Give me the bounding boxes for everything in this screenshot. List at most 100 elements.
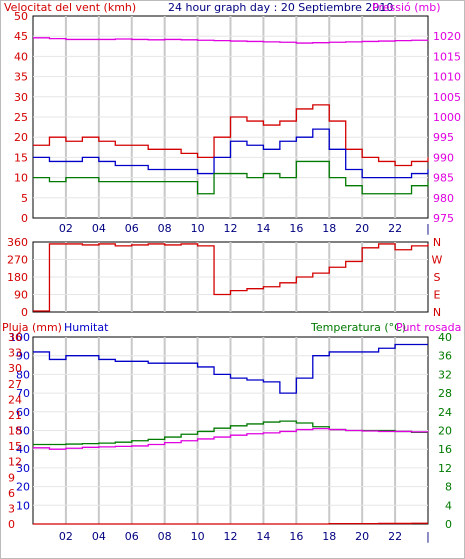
rain-y-tick-8: 24	[8, 393, 22, 406]
temperature-y-tick-20: 40	[438, 331, 452, 344]
temperature-y-tick-16: 32	[438, 368, 452, 381]
dewpoint-title: Punt rosada	[396, 321, 461, 334]
thr-x-tick-9: 20	[355, 530, 369, 543]
temperature-y-tick-18: 36	[438, 350, 452, 363]
wind-y-tick-2: 10	[14, 172, 28, 185]
temperature-y-tick-0: 0	[445, 518, 452, 531]
thr-x-tick-6: 14	[256, 530, 270, 543]
wind-x-tick-0: 02	[59, 222, 73, 235]
thr-x-tick-7: 16	[289, 530, 303, 543]
pressure-y-tick-8: 1015	[433, 50, 461, 63]
wind-series-2	[33, 160, 429, 195]
humidity-y-tick-1: 10	[16, 499, 30, 512]
direction-series	[33, 243, 429, 312]
pressure-y-tick-5: 1000	[433, 111, 461, 124]
direction-y2-tick-1: E	[434, 289, 441, 302]
humidity-title: Humitat	[64, 321, 109, 334]
direction-y-tick-1: 90	[14, 289, 28, 302]
pressure-y-tick-3: 990	[433, 151, 454, 164]
thr-series-0	[33, 343, 428, 394]
wind-y-tick-5: 25	[14, 111, 28, 124]
humidity-y-tick-4: 40	[16, 443, 30, 456]
temperature-y-tick-12: 24	[438, 406, 452, 419]
temperature-y-tick-14: 28	[438, 387, 452, 400]
wind-x-tick-8: 18	[322, 222, 336, 235]
temperature-y-tick-4: 8	[445, 481, 452, 494]
rain-y-tick-9: 27	[8, 378, 22, 391]
rain-y-tick-6: 18	[8, 425, 22, 438]
thr-x-tick-5: 12	[224, 530, 238, 543]
temperature-title: Temperatura (°C)	[310, 321, 406, 334]
wind-x-tick-10: 22	[388, 222, 402, 235]
wind-series-1	[33, 128, 429, 179]
humidity-y-tick-8: 80	[16, 368, 30, 381]
wind-x-tick-2: 06	[125, 222, 139, 235]
wind-x-tick-6: 14	[256, 222, 270, 235]
wind-series-3	[33, 37, 429, 44]
wind-y-tick-7: 35	[14, 71, 28, 84]
direction-y-tick-3: 270	[7, 254, 28, 267]
rain-y-tick-11: 33	[8, 347, 22, 360]
pressure-title: Pressió (mb)	[372, 1, 441, 14]
direction-y2-tick-4: N	[433, 236, 441, 249]
wind-y-tick-10: 50	[14, 10, 28, 23]
wind-x-tick-5: 12	[224, 222, 238, 235]
thr-x-tick-3: 08	[158, 530, 172, 543]
wind-y-tick-4: 20	[14, 131, 28, 144]
humidity-y-tick-2: 20	[16, 481, 30, 494]
pressure-y-tick-0: 975	[433, 212, 454, 225]
wind-x-tick-4: 10	[191, 222, 205, 235]
wind-y-tick-8: 40	[14, 50, 28, 63]
wind-x-tick-1: 04	[92, 222, 106, 235]
rain-y-tick-7: 21	[8, 409, 22, 422]
wind-x-tick-end: |	[426, 222, 430, 235]
date-title: 24 hour graph day : 20 Septiembre 2010	[168, 1, 393, 14]
tick-labels: 0510152025303540455097598098599099510001…	[7, 10, 461, 543]
wind-series-0	[33, 104, 429, 167]
direction-y-tick-2: 180	[7, 271, 28, 284]
thr-x-tick-10: 22	[388, 530, 402, 543]
wind-y-tick-9: 45	[14, 30, 28, 43]
thr-series-2	[33, 427, 429, 450]
humidity-y-tick-5: 50	[16, 425, 30, 438]
thr-x-tick-1: 04	[92, 530, 106, 543]
rain-title: Pluja (mm)	[2, 321, 62, 334]
humidity-y-tick-6: 60	[16, 406, 30, 419]
pressure-y-tick-2: 985	[433, 172, 454, 185]
wind-y-tick-1: 5	[21, 192, 28, 205]
wind-y-tick-0: 0	[21, 212, 28, 225]
temperature-y-tick-6: 12	[438, 462, 452, 475]
temperature-y-tick-8: 16	[438, 443, 452, 456]
direction-y2-tick-0: N	[433, 306, 441, 319]
direction-y2-tick-3: W	[432, 254, 443, 267]
wind-x-tick-9: 20	[355, 222, 369, 235]
humidity-y-tick-9: 90	[16, 350, 30, 363]
pressure-y-tick-7: 1010	[433, 71, 461, 84]
temperature-y-tick-10: 20	[438, 425, 452, 438]
wind-x-tick-7: 16	[289, 222, 303, 235]
rain-y-tick-1: 3	[8, 502, 15, 515]
temperature-y-tick-2: 4	[445, 499, 452, 512]
rain-y-tick-4: 12	[8, 456, 22, 469]
pressure-y-tick-6: 1005	[433, 91, 461, 104]
pressure-y-tick-9: 1020	[433, 30, 461, 43]
humidity-y-tick-7: 70	[16, 387, 30, 400]
data-lines	[33, 37, 429, 525]
direction-y-tick-0: 0	[21, 306, 28, 319]
thr-x-tick-end: |	[426, 530, 430, 543]
pressure-y-tick-1: 980	[433, 192, 454, 205]
humidity-y-tick-3: 30	[16, 462, 30, 475]
pressure-y-tick-4: 995	[433, 131, 454, 144]
wind-y-tick-3: 15	[14, 151, 28, 164]
rain-y-tick-2: 6	[8, 487, 15, 500]
thr-series-3	[33, 522, 428, 525]
rain-y-tick-0: 0	[8, 518, 15, 531]
rain-y-tick-5: 15	[8, 440, 22, 453]
rain-y-tick-3: 9	[8, 471, 15, 484]
wind-y-tick-6: 30	[14, 91, 28, 104]
rain-y-tick-12: 36	[8, 331, 22, 344]
wind-x-tick-3: 08	[158, 222, 172, 235]
direction-y2-tick-2: S	[434, 271, 441, 284]
thr-x-tick-4: 10	[191, 530, 205, 543]
